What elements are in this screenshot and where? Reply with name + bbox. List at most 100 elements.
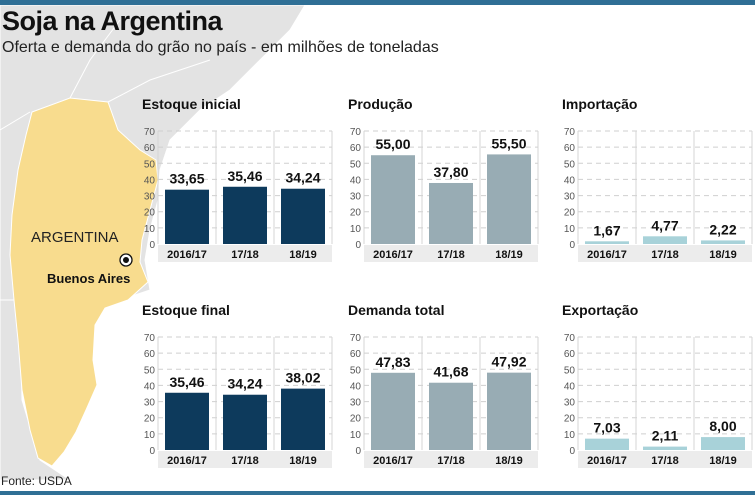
chart-svg: 0 10 20 30 40 50 60 70 33,65 2016/17 35,46 17/18 34,…	[144, 127, 333, 262]
y-tick-label: 10	[564, 430, 576, 441]
category-band	[158, 451, 332, 468]
data-label: 2,11	[652, 428, 679, 444]
data-label: 8,00	[709, 418, 736, 434]
category-band	[578, 245, 752, 262]
y-tick-label: 10	[144, 430, 156, 441]
city-label: Buenos Aires	[47, 271, 131, 286]
chart-importacao: Importação 0 10 20 30 40 50 60 70 1,67 2016/17 4,77…	[562, 96, 755, 266]
y-tick-label: 0	[149, 240, 155, 251]
category-label: 17/18	[437, 249, 465, 261]
data-label: 34,24	[227, 376, 262, 392]
chart-title: Exportação	[562, 302, 639, 318]
data-label: 35,46	[169, 374, 204, 390]
y-tick-label: 40	[350, 175, 362, 186]
page-subtitle: Oferta e demanda do grão no país - em mi…	[2, 39, 439, 56]
bar	[223, 186, 267, 244]
y-tick-label: 40	[564, 381, 576, 392]
y-tick-label: 10	[144, 224, 156, 235]
y-tick-label: 30	[144, 398, 156, 409]
source-note: Fonte: USDA	[1, 474, 72, 488]
y-tick-label: 30	[564, 398, 576, 409]
y-tick-label: 60	[350, 143, 362, 154]
argentina-shape	[9, 97, 159, 467]
category-label: 18/19	[495, 249, 523, 261]
chart-title: Produção	[348, 96, 413, 112]
chart-svg: 0 10 20 30 40 50 60 70 35,46 2016/17 34,24 17/18 38,…	[144, 333, 333, 468]
bar	[429, 382, 473, 450]
bar	[701, 240, 745, 244]
y-tick-label: 70	[144, 333, 156, 344]
y-tick-label: 40	[144, 175, 156, 186]
y-tick-label: 20	[350, 414, 362, 425]
bar	[585, 438, 629, 450]
y-tick-label: 50	[350, 159, 362, 170]
bar	[165, 392, 209, 450]
category-label: 17/18	[231, 455, 259, 467]
category-label: 2016/17	[587, 249, 627, 261]
data-label: 1,67	[593, 222, 620, 238]
data-label: 55,50	[491, 135, 526, 151]
y-tick-label: 40	[350, 381, 362, 392]
top-accent-bar	[0, 0, 755, 5]
chart-title: Estoque final	[142, 302, 230, 318]
y-tick-label: 70	[350, 127, 362, 138]
data-label: 33,65	[169, 171, 204, 187]
category-label: 2016/17	[373, 455, 413, 467]
bottom-accent-bar	[0, 491, 755, 495]
category-label: 17/18	[437, 455, 465, 467]
y-tick-label: 70	[350, 333, 362, 344]
category-label: 17/18	[651, 455, 679, 467]
data-label: 41,68	[433, 364, 468, 380]
y-tick-label: 30	[564, 192, 576, 203]
category-label: 2016/17	[373, 249, 413, 261]
y-tick-label: 10	[350, 430, 362, 441]
data-label: 47,92	[491, 354, 526, 370]
country-label: ARGENTINA	[31, 229, 119, 246]
chart-svg: 0 10 20 30 40 50 60 70 1,67 2016/17 4,77 17/18 2,22 1…	[564, 127, 753, 262]
y-tick-label: 60	[564, 143, 576, 154]
category-label: 17/18	[231, 249, 259, 261]
page-title: Soja na Argentina	[2, 6, 223, 36]
chart-estoque-inicial: Estoque inicial 0 10 20 30 40 50 60 70 33,65 2016/…	[142, 96, 342, 266]
data-label: 55,00	[375, 136, 410, 152]
data-label: 4,77	[651, 217, 678, 233]
chart-demanda-total: Demanda total 0 10 20 30 40 50 60 70 47,83 2016/17…	[348, 302, 548, 472]
bar	[643, 236, 687, 244]
bar	[281, 388, 325, 450]
y-tick-label: 10	[350, 224, 362, 235]
bar	[429, 182, 473, 244]
y-tick-label: 0	[355, 240, 361, 251]
y-tick-label: 0	[569, 240, 575, 251]
y-tick-label: 50	[144, 159, 156, 170]
bar	[643, 446, 687, 450]
chart-svg: 0 10 20 30 40 50 60 70 7,03 2016/17 2,11 17/18 8,00 1…	[564, 333, 753, 468]
bar	[371, 155, 415, 244]
y-tick-label: 60	[350, 349, 362, 360]
bar	[701, 437, 745, 450]
data-label: 35,46	[227, 168, 262, 184]
y-tick-label: 20	[350, 208, 362, 219]
y-tick-label: 50	[564, 159, 576, 170]
y-tick-label: 70	[564, 333, 576, 344]
y-tick-label: 60	[564, 349, 576, 360]
data-label: 2,22	[709, 221, 736, 237]
category-band	[158, 245, 332, 262]
y-tick-label: 70	[564, 127, 576, 138]
data-label: 37,80	[433, 164, 468, 180]
category-label: 18/19	[289, 249, 317, 261]
y-tick-label: 60	[144, 349, 156, 360]
chart-estoque-final: Estoque final 0 10 20 30 40 50 60 70 35,46 2016/17…	[142, 302, 342, 472]
chart-title: Demanda total	[348, 302, 445, 318]
category-label: 18/19	[495, 455, 523, 467]
y-tick-label: 50	[144, 365, 156, 376]
category-band	[578, 451, 752, 468]
chart-svg: 0 10 20 30 40 50 60 70 47,83 2016/17 41,68 17/18 47,…	[350, 333, 539, 468]
y-tick-label: 20	[564, 414, 576, 425]
y-tick-label: 50	[350, 365, 362, 376]
y-tick-label: 30	[350, 398, 362, 409]
data-label: 47,83	[375, 354, 410, 370]
category-label: 18/19	[289, 455, 317, 467]
data-label: 7,03	[593, 420, 620, 436]
data-label: 38,02	[285, 370, 320, 386]
y-tick-label: 40	[144, 381, 156, 392]
